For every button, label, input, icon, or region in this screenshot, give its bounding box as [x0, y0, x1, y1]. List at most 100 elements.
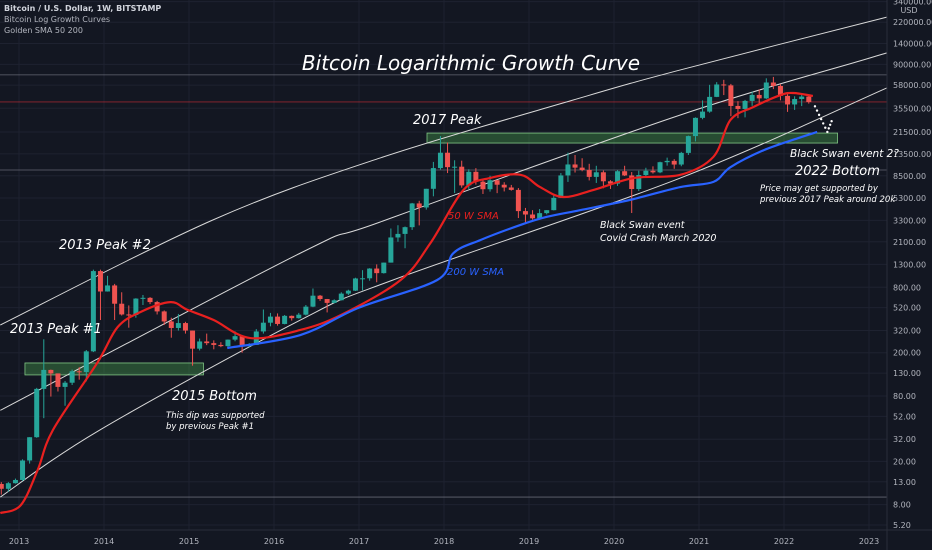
time-tick-label: 2013 [9, 537, 29, 546]
candle-up [175, 323, 181, 328]
candle-up [551, 197, 557, 211]
candle-up [657, 162, 663, 173]
price-tick-label: 8.00 [893, 501, 911, 510]
price-tick-label: 320.00 [893, 327, 921, 336]
candle-down [97, 271, 103, 292]
price-tick-label: 80.00 [893, 392, 916, 401]
candle-down [154, 302, 160, 312]
candle-up [423, 188, 429, 208]
projection-dot [830, 120, 833, 123]
projection-dot [827, 127, 830, 130]
time-tick-label: 2018 [434, 537, 454, 546]
candle-down [147, 297, 153, 303]
candle-up [402, 227, 408, 234]
candle-up [395, 233, 401, 238]
candle-up [643, 170, 649, 176]
candle-up [90, 271, 96, 352]
price-tick-label: 20.00 [893, 457, 916, 466]
candle-up [20, 460, 26, 480]
candle-up [565, 164, 571, 176]
candle-down [126, 314, 132, 316]
candle-up [133, 298, 139, 315]
candle-down [317, 295, 323, 300]
annotation-2015-note-line2: by previous Peak #1 [166, 422, 254, 432]
time-tick-label: 2014 [94, 537, 114, 546]
candle-up [310, 295, 316, 307]
symbol-title[interactable]: Bitcoin / U.S. Dollar, 1W, BITSTAMP [4, 4, 162, 13]
time-axis[interactable]: 2013 2014 2015 2016 2017 2018 2019 2020 2021 2022… [9, 537, 879, 546]
candle-down [168, 321, 174, 328]
candle-down [515, 189, 521, 212]
price-tick-label: 1300.00 [893, 260, 926, 269]
time-tick-label: 2021 [689, 537, 709, 546]
candle-up [544, 210, 550, 214]
candle-down [756, 94, 762, 99]
time-tick-label: 2023 [859, 537, 879, 546]
candle-up [352, 278, 358, 291]
price-axis[interactable]: 340000.00 220000.00 140000.00 90000.00 58000… [893, 0, 932, 530]
candle-down [204, 341, 210, 344]
candle-up [664, 160, 670, 163]
projection-dot [828, 123, 832, 126]
price-tick-label: 220000.00 [893, 18, 932, 27]
candle-up [742, 100, 748, 109]
candle-up [140, 297, 146, 299]
candle-down [55, 373, 61, 387]
candle-down [218, 344, 224, 347]
candle-down [777, 85, 783, 96]
candle-up [792, 99, 798, 105]
support-zone [426, 132, 838, 144]
projection-dot [822, 122, 825, 125]
annotation-covid-line1: Black Swan event [600, 220, 686, 231]
candle-down [0, 483, 4, 489]
horizontal-levels [0, 74, 887, 498]
sma200-line [227, 130, 818, 350]
candle-up [260, 322, 266, 332]
candle-up [700, 111, 706, 118]
candle-up [232, 336, 238, 340]
candle-up [487, 180, 493, 190]
price-tick-label: 2100.00 [893, 238, 926, 247]
candle-down [416, 203, 422, 208]
time-tick-label: 2015 [179, 537, 199, 546]
growth-curve-line [0, 87, 888, 498]
annotation-2022-note-line2: previous 2017 Peak around 20k [759, 195, 896, 205]
price-tick-label: 5.20 [893, 521, 911, 530]
candle-up [558, 175, 564, 198]
moving-averages [0, 91, 818, 515]
candle-up [83, 351, 89, 372]
candle-down [501, 184, 507, 188]
candle-up [409, 203, 415, 228]
candle-down [190, 330, 196, 349]
candle-up [437, 152, 443, 169]
currency-label: USD [900, 6, 917, 15]
candle-down [211, 343, 217, 345]
price-tick-label: 340000.00 [893, 0, 932, 7]
annotation-2013-peak-1: 2013 Peak #1 [10, 322, 102, 337]
candle-up [282, 315, 288, 324]
time-tick-label: 2022 [774, 537, 794, 546]
support-zone [24, 362, 204, 376]
candle-down [785, 95, 791, 105]
indicator-golden-sma[interactable]: Golden SMA 50 200 [4, 26, 83, 35]
candle-down [324, 299, 330, 303]
candle-down [572, 164, 578, 168]
time-tick-label: 2017 [349, 537, 369, 546]
price-tick-label: 90000.00 [893, 60, 931, 69]
candle-down [622, 171, 628, 176]
candle-up [360, 278, 366, 280]
indicator-growth-curves[interactable]: Bitcoin Log Growth Curves [4, 15, 111, 24]
candle-down [671, 160, 677, 165]
price-tick-label: 800.00 [893, 283, 921, 292]
projection-dot [815, 109, 819, 112]
candle-down [600, 172, 606, 182]
annotation-2017-peak: 2017 Peak [413, 113, 482, 128]
sma50-line [0, 91, 814, 515]
candle-up [331, 300, 337, 303]
candle-up [338, 293, 344, 301]
projection-dots [813, 105, 833, 134]
price-tick-label: 520.00 [893, 304, 921, 313]
candle-down [508, 187, 514, 190]
price-tick-label: 140000.00 [893, 40, 932, 49]
